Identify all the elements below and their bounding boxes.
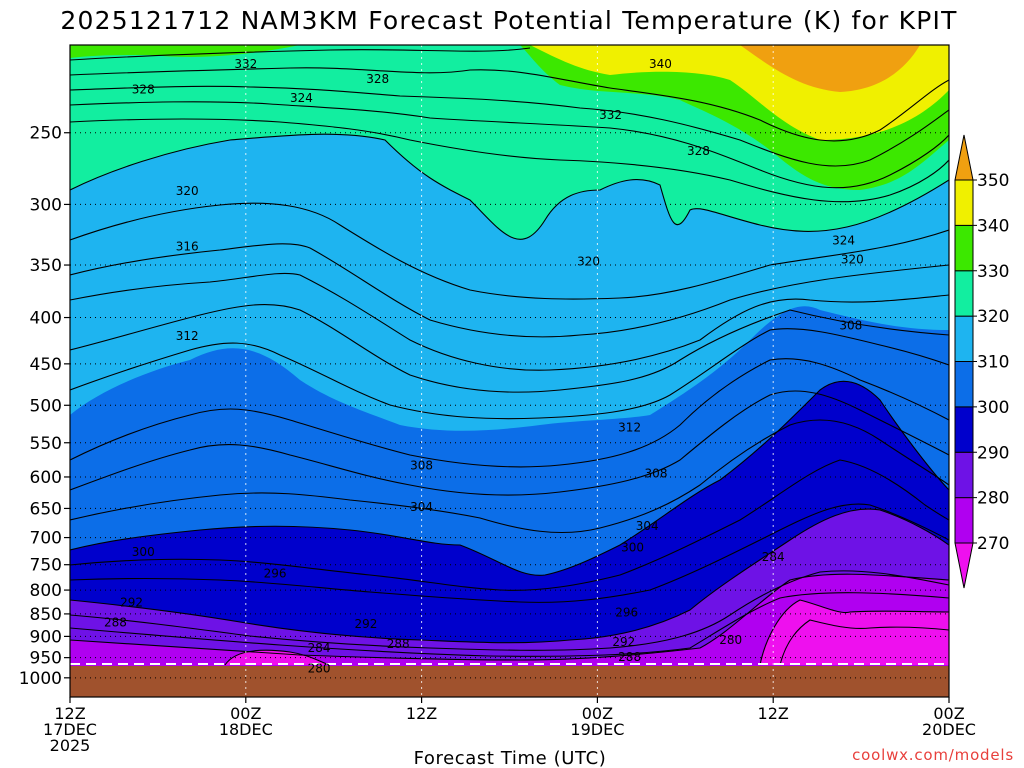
y-tick-label: 900 — [30, 627, 62, 647]
chart-title: 2025121712 NAM3KM Forecast Potential Tem… — [60, 6, 957, 35]
colorbar-tick-label: 350 — [977, 171, 1009, 191]
contour-label: 300 — [621, 541, 644, 555]
x-tick-label: 18DEC — [219, 720, 273, 739]
y-tick-label: 450 — [30, 355, 62, 375]
colorbar-tick-label: 290 — [977, 443, 1009, 463]
colorbar-segment — [954, 270, 974, 317]
colorbar-tick-label: 320 — [977, 307, 1009, 327]
colorbar-tick-label: 310 — [977, 353, 1009, 373]
y-tick-label: 750 — [30, 556, 62, 576]
x-tick-label: 12Z — [406, 704, 437, 723]
colorbar-segment — [954, 451, 974, 499]
band-350 — [740, 45, 920, 92]
y-tick-label: 500 — [30, 396, 62, 416]
contour-label: 332 — [234, 57, 257, 71]
contour-label: 292 — [120, 596, 143, 610]
colorbar: 270 280 290 300 310 320 330 340 350 — [954, 134, 1009, 589]
colorbar-segment — [954, 361, 974, 408]
contour-label: 308 — [645, 467, 668, 481]
y-tick-label: 350 — [30, 256, 62, 276]
y-tick-label: 300 — [30, 195, 62, 215]
contour-label: 308 — [839, 318, 862, 332]
plot-frame — [69, 44, 950, 698]
contour-label: 312 — [618, 420, 641, 434]
x-tick-label: 17DEC — [43, 720, 97, 739]
y-tick-label: 700 — [30, 529, 62, 549]
x-tick-label: 00Z — [582, 704, 613, 723]
contour-label: 280 — [308, 661, 331, 675]
colorbar-segment — [954, 224, 974, 272]
contour-label: 332 — [599, 108, 622, 122]
colorbar-segment — [954, 179, 974, 226]
contour-label: 308 — [410, 459, 433, 473]
contour-label: 288 — [618, 650, 641, 664]
contour-label: 320 — [841, 252, 864, 266]
band-270a — [225, 650, 330, 665]
x-tick-label: 20DEC — [922, 720, 976, 739]
contour-label: 328 — [366, 72, 389, 86]
contour-label: 284 — [762, 550, 785, 564]
contour-label: 320 — [577, 255, 600, 269]
y-tick-label: 650 — [30, 499, 62, 519]
x-tick-label: 12Z — [758, 704, 789, 723]
y-tick-label: 400 — [30, 309, 62, 329]
x-tick-label: 2025 — [50, 736, 91, 755]
credit-text: coolwx.com/models — [852, 746, 1014, 764]
x-tick-label: 12Z — [54, 704, 85, 723]
x-tick-label: 19DEC — [570, 720, 624, 739]
contour-label: 304 — [636, 519, 659, 533]
contour-label: 280 — [719, 633, 742, 647]
contour-label: 292 — [612, 635, 635, 649]
contour-label: 324 — [832, 234, 855, 248]
contour-label: 316 — [176, 240, 199, 254]
y-tick-label: 600 — [30, 468, 62, 488]
y-tick-label: 1000 — [19, 669, 62, 689]
y-tick-label: 950 — [30, 649, 62, 669]
contour-label: 312 — [176, 329, 199, 343]
contour-label: 284 — [308, 641, 331, 655]
contour-label: 328 — [132, 83, 155, 97]
band-270b — [760, 600, 949, 665]
contour-label: 288 — [387, 637, 410, 651]
ground-fill — [70, 666, 949, 697]
contour-lines — [70, 47, 949, 666]
colorbar-tick-label: 280 — [977, 489, 1009, 509]
colorbar-segment — [954, 406, 974, 453]
contour-label: 300 — [132, 545, 155, 559]
contour-label: 292 — [354, 617, 377, 631]
contour-label: 328 — [687, 144, 710, 158]
x-tick-label: 00Z — [933, 704, 964, 723]
colorbar-top-arrow — [954, 134, 974, 181]
colorbar-tick-label: 340 — [977, 216, 1009, 236]
contour-label: 340 — [649, 57, 672, 71]
contour-labels: 332 328 328 324 340 332 328 320 316 320 324 320 312 3… — [104, 57, 864, 675]
y-tick-label: 250 — [30, 124, 62, 144]
x-tick-label: 00Z — [230, 704, 261, 723]
colorbar-segment — [954, 497, 974, 544]
colorbar-tick-label: 270 — [977, 534, 1009, 554]
y-axis: 2503003504004505005506006507007508008509… — [19, 124, 70, 689]
contour-label: 288 — [104, 616, 127, 630]
x-axis-label: Forecast Time (UTC) — [414, 748, 607, 768]
contour-label: 296 — [264, 567, 287, 581]
colorbar-bottom-arrow — [954, 542, 974, 589]
x-gridlines — [245, 45, 774, 697]
colorbar-tick-label: 330 — [977, 262, 1009, 282]
y-tick-label: 550 — [30, 434, 62, 454]
plot-area — [70, 45, 949, 697]
contour-label: 304 — [410, 500, 433, 514]
y-tick-label: 850 — [30, 605, 62, 625]
contour-label: 296 — [615, 606, 638, 620]
band-330 — [70, 45, 949, 190]
colorbar-segment — [954, 315, 974, 362]
contour-label: 324 — [290, 91, 313, 105]
colorbar-tick-label: 300 — [977, 398, 1009, 418]
y-tick-label: 800 — [30, 581, 62, 601]
contour-label: 320 — [176, 184, 199, 198]
